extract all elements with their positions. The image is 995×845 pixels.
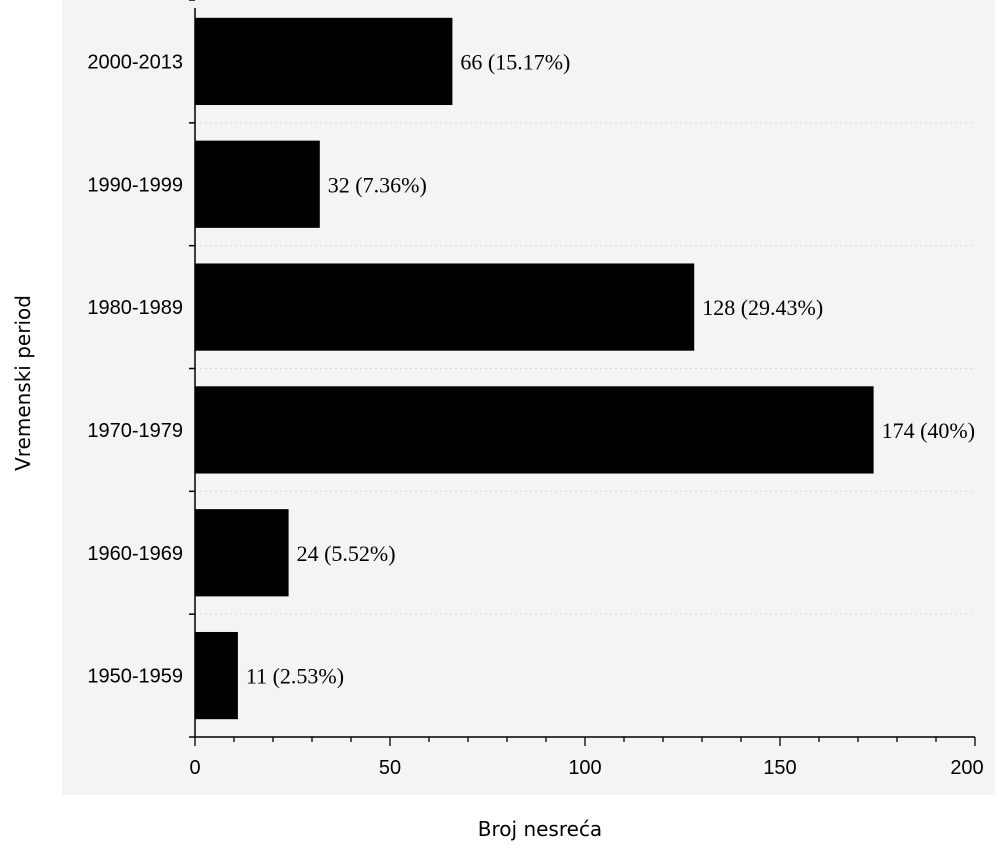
y-axis-title: Vremenski period [11, 295, 35, 471]
bar [195, 386, 874, 474]
y-tick-label: 1960-1969 [87, 543, 183, 565]
data-label: 24 (5.52%) [297, 541, 396, 566]
data-labels: 11 (2.53%) 24 (5.52%) 174 (40%) 128 (29.43%… [246, 49, 975, 688]
bar [195, 631, 238, 720]
data-label: 11 (2.53%) [246, 664, 344, 689]
bar [195, 17, 453, 106]
bar [195, 263, 695, 351]
bar [195, 509, 289, 597]
y-tick-label: 1980-1989 [87, 297, 183, 319]
x-tick-label: 200 [950, 757, 983, 779]
data-label: 66 (15.17%) [460, 49, 570, 74]
bars [195, 17, 874, 720]
y-tick-label: 1990-1999 [87, 174, 183, 196]
grid-lines [195, 122, 975, 615]
data-label: 32 (7.36%) [328, 172, 427, 197]
x-tick-label: 0 [189, 757, 200, 779]
x-tick-label: 50 [379, 757, 401, 779]
y-tick-label: 1950-1959 [87, 666, 183, 688]
data-label: 174 (40%) [882, 418, 975, 443]
y-tick-label: 2000-2013 [87, 51, 183, 73]
x-tick-label: 100 [568, 757, 601, 779]
y-axis-ticks: 1950-1959 1960-1969 1970-1979 1980-1989 1990… [87, 0, 195, 738]
data-label: 128 (29.43%) [702, 295, 823, 320]
bar [195, 140, 320, 228]
x-axis-ticks: 0 50 100 150 200 [189, 737, 984, 779]
x-tick-label: 150 [763, 757, 796, 779]
y-tick-label: 1970-1979 [87, 420, 183, 442]
x-axis-title: Broj nesreća [478, 817, 602, 841]
